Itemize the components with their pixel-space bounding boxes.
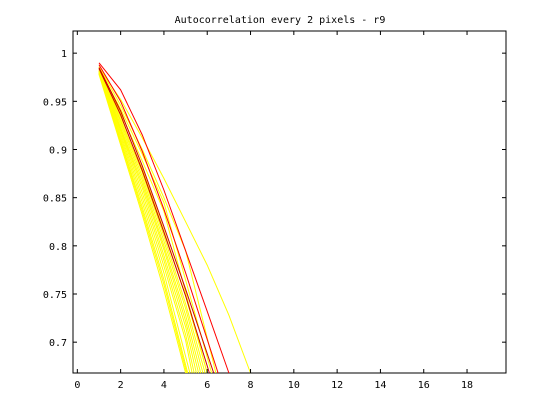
- y-tick-label: 0.95: [43, 97, 67, 108]
- y-tick-label: 0.8: [49, 242, 67, 253]
- x-tick-label: 16: [418, 380, 430, 391]
- series-line: [98, 64, 219, 374]
- y-tick-label: 0.9: [49, 145, 67, 156]
- y-tick-label: 0.75: [43, 290, 67, 301]
- series-line: [98, 72, 195, 374]
- series-line: [98, 70, 204, 374]
- x-tick-label: 2: [118, 380, 124, 391]
- series-line: [98, 66, 217, 374]
- series-line: [98, 71, 200, 374]
- series-line: [98, 62, 230, 374]
- series-line: [98, 67, 251, 374]
- series-line: [98, 73, 188, 374]
- series-line: [98, 70, 206, 374]
- x-tick-label: 0: [74, 380, 80, 391]
- series-lines: [98, 62, 251, 374]
- series-line: [98, 72, 193, 374]
- chart-title: Autocorrelation every 2 pixels - r9: [175, 15, 386, 26]
- series-line: [98, 74, 187, 374]
- x-tick-label: 14: [374, 380, 386, 391]
- x-tick-label: 12: [331, 380, 343, 391]
- series-line: [98, 72, 197, 374]
- x-tick-label: 18: [461, 380, 473, 391]
- x-tick-label: 6: [204, 380, 210, 391]
- y-tick-label: 1: [61, 49, 67, 60]
- series-line: [98, 68, 210, 374]
- x-tick-label: 10: [288, 380, 300, 391]
- x-tick-label: 4: [161, 380, 167, 391]
- series-line: [98, 67, 215, 374]
- y-tick-label: 0.85: [43, 194, 67, 205]
- y-tick-label: 0.7: [49, 338, 67, 349]
- series-line: [98, 73, 191, 374]
- x-tick-label: 8: [248, 380, 254, 391]
- axes: 0 2 4 6 8 10 12 14 16 18 0.7 0.75 0.8 0.85 0.9 0.95 1: [43, 31, 506, 391]
- series-line: [98, 71, 202, 374]
